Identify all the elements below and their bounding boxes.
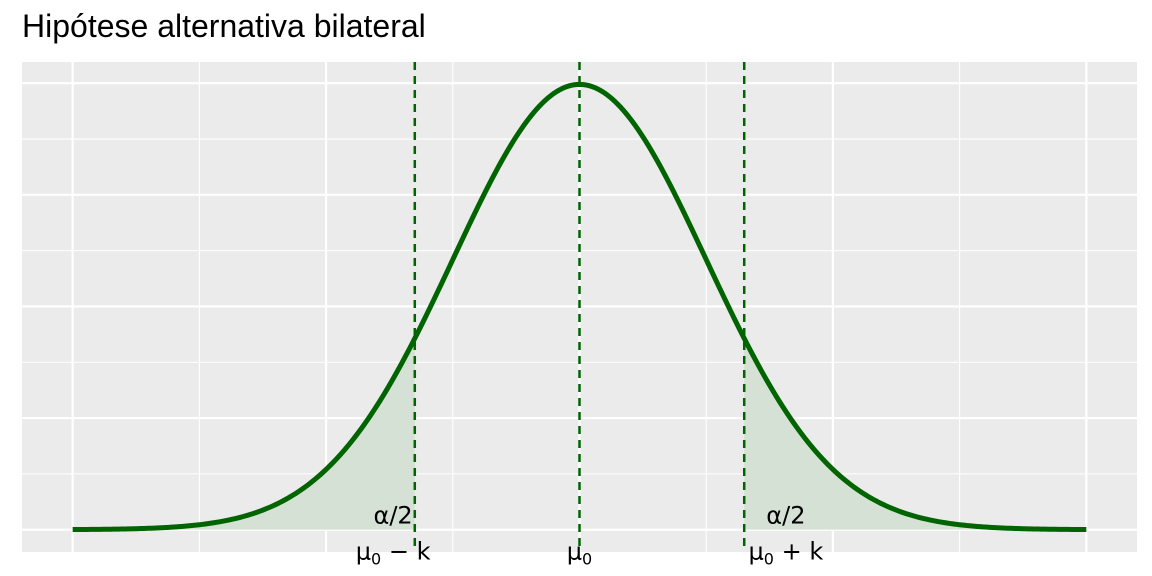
annotations: α/2 α/2 μ0 − k μ0 μ0 + k	[356, 502, 824, 569]
density-curve	[72, 81, 1087, 533]
right-tail-area	[744, 338, 1087, 530]
left-tail-label: α/2	[374, 502, 413, 530]
mu0-plus-k-label: μ0 + k	[749, 538, 824, 569]
chart-title: Hipótese alternativa bilateral	[22, 8, 426, 44]
left-tail-area	[72, 338, 415, 530]
right-tail-label: α/2	[766, 502, 805, 530]
mu0-minus-k-label: μ0 − k	[356, 538, 431, 569]
mu0-label: μ0	[567, 538, 592, 569]
critical-lines	[413, 62, 746, 552]
